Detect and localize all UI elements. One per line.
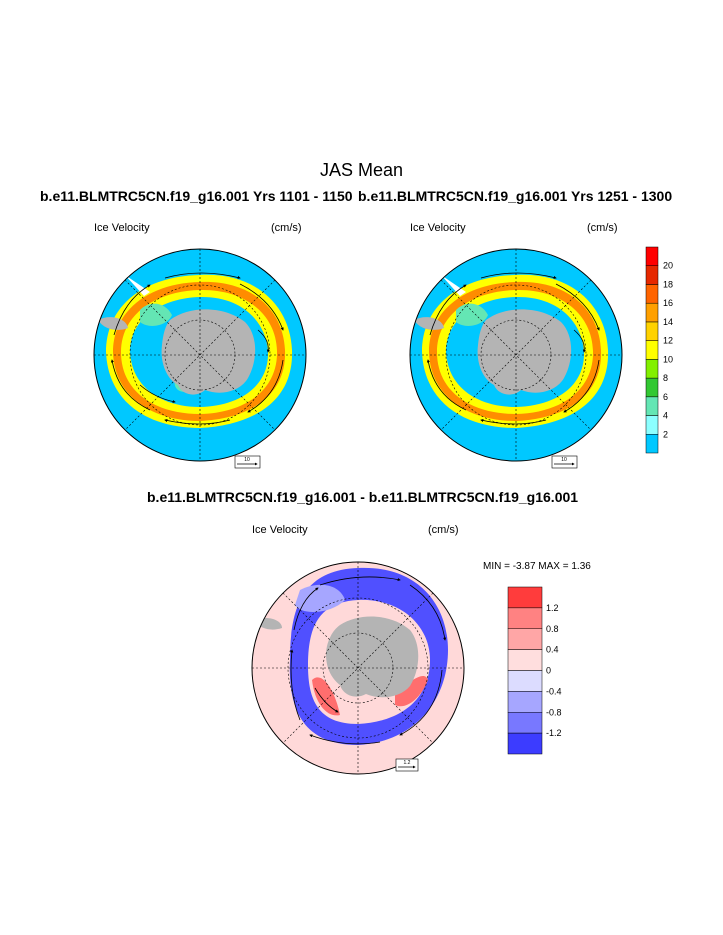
diff-colorbar-tick-label: -0.4 (546, 686, 562, 696)
panel-3-red-right (395, 675, 428, 707)
colorbar-tick-label: 8 (663, 373, 668, 383)
diff-colorbar-box (507, 649, 543, 671)
panel-2-map: 10 (409, 248, 623, 469)
colorbar-tick-label: 12 (663, 336, 673, 346)
diff-colorbar-box (507, 691, 543, 713)
panel-2-ice-wedge (441, 275, 466, 296)
panel-3-vectors (290, 576, 447, 745)
panel-2-ref-label: 10 (561, 457, 567, 463)
panel-3-title: b.e11.BLMTRC5CN.f19_g16.001 - b.e11.BLMT… (147, 489, 579, 505)
panel-1-left-label: Ice Velocity (94, 222, 150, 234)
colorbar-box (645, 340, 659, 360)
panel-1-ice-wedge (125, 275, 150, 296)
panel-1-south-america (98, 317, 128, 330)
panel-1-title: b.e11.BLMTRC5CN.f19_g16.001 Yrs 1101 - 1… (40, 188, 353, 204)
difference-colorbar: 1.2 0.8 0.4 0 -0.4 -0.8 -1.2 (507, 586, 562, 755)
diff-colorbar-box (507, 628, 543, 650)
panel-3-ref-label: 1.2 (404, 760, 411, 766)
diff-colorbar-tick-label: -0.8 (546, 707, 562, 717)
diff-colorbar-box (507, 712, 543, 734)
panel-2-grid (410, 249, 622, 461)
colorbar-box (645, 396, 659, 416)
colorbar-tick-label: 16 (663, 298, 673, 308)
panel-1-vectors (110, 272, 284, 425)
panel-2-south-america (414, 317, 444, 330)
panel-3-grid (252, 562, 464, 774)
colorbar-box (645, 284, 659, 304)
panel-2-antarctica (477, 309, 572, 395)
panel-1-grid (94, 249, 306, 461)
figure-title: JAS Mean (319, 160, 404, 180)
colorbar-box (645, 359, 659, 379)
colorbar-tick-label: 18 (663, 279, 673, 289)
colorbar-tick-label: 2 (663, 429, 668, 439)
panel-1-ref-label: 10 (244, 457, 250, 463)
colorbar-box (645, 377, 659, 398)
colorbar-tick-label: 4 (663, 411, 668, 421)
colorbar-box (645, 246, 659, 266)
panel-2-title: b.e11.BLMTRC5CN.f19_g16.001 Yrs 1251 - 1… (358, 188, 673, 204)
colorbar-tick-label: 10 (663, 354, 673, 364)
panel-1-antarctica (161, 309, 256, 395)
panel-2-units-label: (cm/s) (587, 222, 618, 234)
colorbar-box (645, 265, 659, 285)
panel-3-blue-ring (289, 567, 448, 745)
panel-3-red-left (312, 677, 340, 716)
panel-3-units-label: (cm/s) (428, 524, 459, 536)
panel-2-ref-vector: 10 (551, 455, 578, 469)
panel-3-map: 1.2 (251, 561, 465, 775)
panel-1-map: 10 (93, 248, 307, 469)
diff-colorbar-box (507, 670, 543, 692)
panel-3-left-label: Ice Velocity (252, 524, 308, 536)
colorbar-tick-label: 6 (663, 392, 668, 402)
diff-colorbar-box (507, 732, 543, 755)
panel-3-light-blue (295, 584, 345, 612)
panel-3-ref-vector: 1.2 (395, 758, 419, 772)
panel-1-green-patch (140, 303, 172, 326)
panel-2-left-label: Ice Velocity (410, 222, 466, 234)
colorbar-box (645, 302, 659, 323)
diff-colorbar-box (507, 586, 543, 609)
colorbar-tick-label: 14 (663, 317, 673, 327)
diff-colorbar-tick-label: 0.8 (546, 624, 559, 634)
colorbar-box (645, 321, 659, 341)
colorbar-box (645, 415, 659, 435)
diff-colorbar-tick-label: 1.2 (546, 603, 559, 613)
panel-3-antarctica (326, 616, 419, 698)
speed-colorbar: 2 4 6 8 10 12 14 16 18 20 (645, 246, 673, 454)
colorbar-tick-label: 20 (663, 261, 673, 271)
diff-colorbar-tick-label: 0.4 (546, 645, 559, 655)
diff-colorbar-tick-label: 0 (546, 666, 551, 676)
colorbar-box (645, 434, 659, 454)
panel-1-units-label: (cm/s) (271, 222, 302, 234)
panel-2-vectors (426, 272, 600, 425)
diff-colorbar-tick-label: -1.2 (546, 728, 562, 738)
panel-1-ref-vector: 10 (234, 455, 261, 469)
diff-colorbar-box (507, 607, 543, 629)
min-max-readout: MIN = -3.87 MAX = 1.36 (483, 561, 591, 572)
panel-2-green-patch (456, 303, 488, 326)
